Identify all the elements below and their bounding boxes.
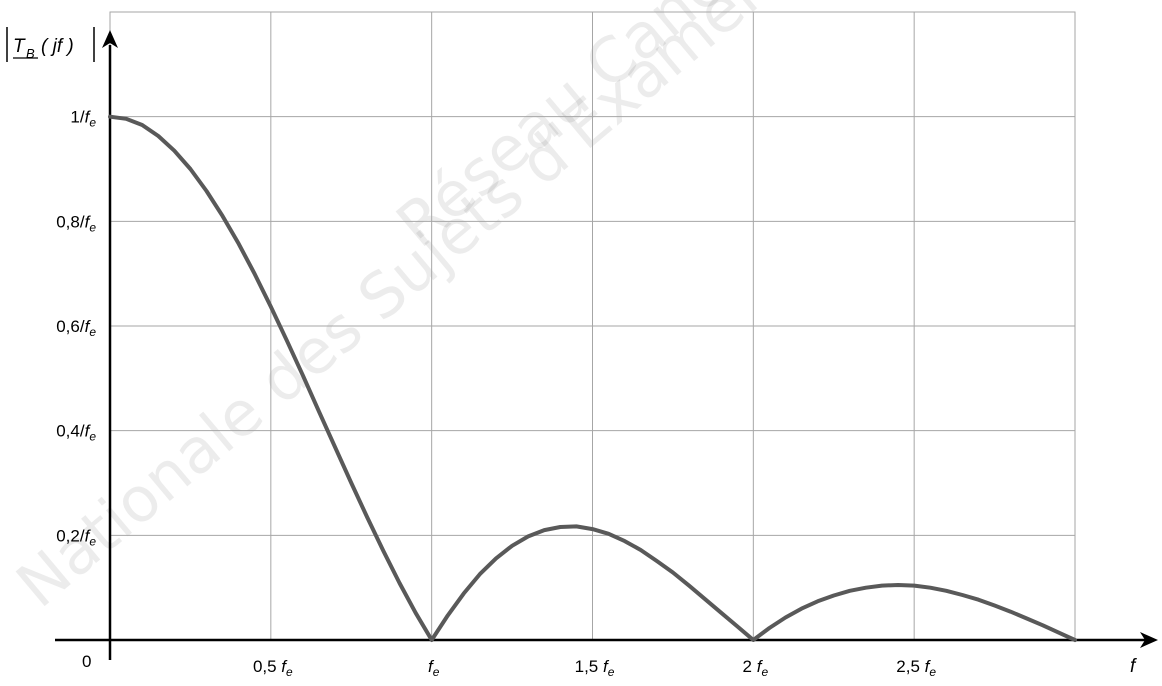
y-axis-label: T B ( jf ) xyxy=(6,27,95,62)
tick-labels: 0,5 fe fe 1,5 fe 2 fe 2,5 fe 0,2/fe 0,4/fe 0,6/… xyxy=(56,108,936,679)
y-label-sub: B xyxy=(26,46,35,61)
y-tick-label: 1/fe xyxy=(70,108,96,130)
x-tick-label: 2,5 fe xyxy=(896,657,936,679)
x-tick-label: 2 fe xyxy=(743,657,769,679)
watermark: Nationale des Sujets d'Examen Réseau Can… xyxy=(3,0,799,621)
x-tick-label: fe xyxy=(428,657,440,679)
y-tick-label: 0,4/fe xyxy=(56,422,96,444)
y-tick-label: 0,8/fe xyxy=(56,212,96,234)
origin-label: 0 xyxy=(82,652,91,671)
x-tick-label: 0,5 fe xyxy=(253,657,293,679)
x-axis-label: f xyxy=(1130,656,1137,677)
x-tick-label: 1,5 fe xyxy=(575,657,615,679)
series xyxy=(108,114,1077,642)
grid xyxy=(109,11,1076,641)
y-label-T: T xyxy=(13,36,26,57)
watermark-line-1: Nationale des Sujets d'Examen xyxy=(3,0,789,621)
y-label-arg: ( jf ) xyxy=(41,36,74,57)
y-tick-label: 0,6/fe xyxy=(56,317,96,339)
y-axis-arrow xyxy=(102,30,118,48)
y-tick-label: 0,2/fe xyxy=(56,526,96,548)
axes xyxy=(55,30,1158,660)
series-line xyxy=(108,114,1077,642)
x-axis-arrow xyxy=(1140,632,1158,648)
